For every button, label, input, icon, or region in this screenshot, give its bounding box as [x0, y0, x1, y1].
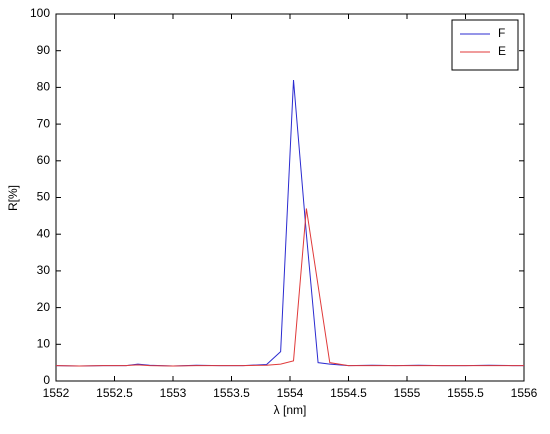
- legend-box: [451, 19, 519, 71]
- y-tick-label: 10: [37, 336, 51, 350]
- x-tick-label: 1554.5: [330, 386, 367, 400]
- x-tick-label: 1554: [277, 386, 304, 400]
- x-tick-label: 1555.5: [447, 386, 484, 400]
- y-tick-label: 50: [37, 190, 51, 204]
- y-axis-label: R[%]: [6, 185, 20, 211]
- legend-label: F: [498, 26, 505, 40]
- y-tick-label: 40: [37, 226, 51, 240]
- y-tick-label: 90: [37, 43, 51, 57]
- y-tick-label: 70: [37, 116, 51, 130]
- x-tick-label: 1555: [394, 386, 421, 400]
- x-tick-label: 1553.5: [213, 386, 250, 400]
- y-tick-label: 80: [37, 80, 51, 94]
- plot-frame: [55, 13, 525, 382]
- y-tick-label: 30: [37, 263, 51, 277]
- x-tick-label: 1553: [160, 386, 187, 400]
- y-tick-label: 100: [30, 6, 50, 20]
- line-series: [55, 208, 524, 367]
- x-tick-label: 1552: [43, 386, 70, 400]
- x-axis-label: λ [nm]: [274, 403, 307, 417]
- y-tick-label: 0: [43, 373, 50, 387]
- y-tick-label: 20: [37, 300, 51, 314]
- x-tick-label: 1552.5: [96, 386, 133, 400]
- x-tick-label: 1556: [511, 386, 538, 400]
- legend-label: E: [498, 44, 506, 58]
- y-tick-label: 60: [37, 153, 51, 167]
